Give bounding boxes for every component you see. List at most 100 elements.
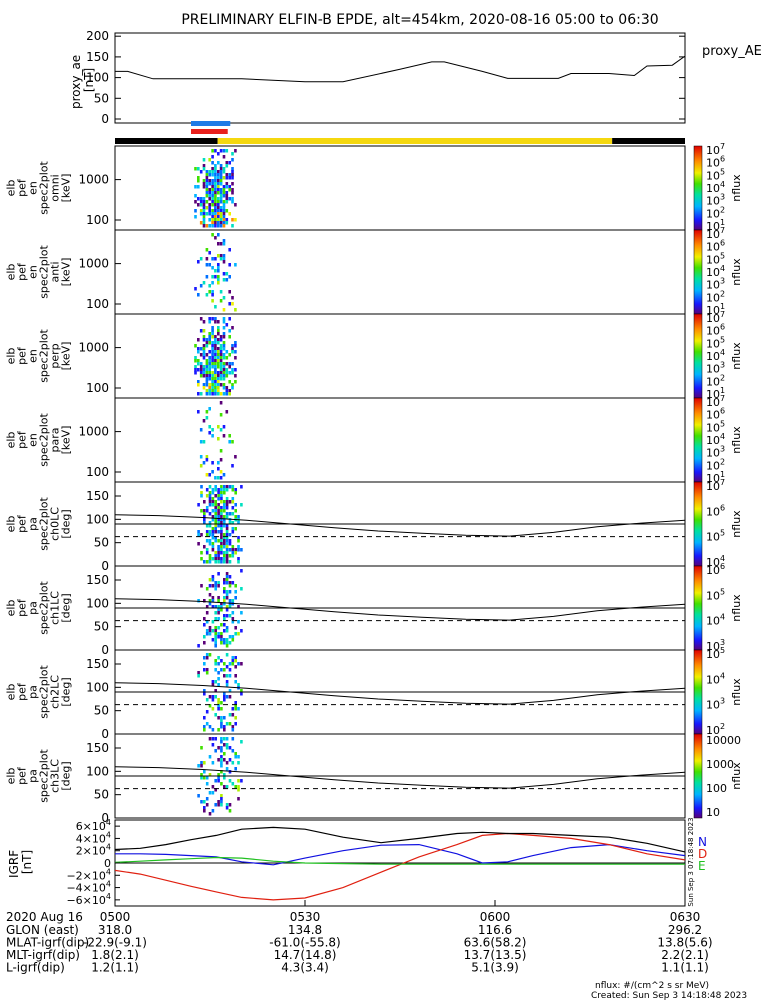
spectrogram-cell	[217, 632, 220, 636]
spectrogram-cell	[199, 257, 203, 261]
spectrogram-cell	[214, 365, 217, 369]
spectrogram-cell	[208, 359, 211, 363]
spectrogram-cell	[222, 473, 226, 477]
proxy-ae-ylabel-line1: proxy_ae	[69, 55, 83, 109]
spectrogram-cell	[197, 392, 200, 396]
spectrogram-cell	[199, 329, 203, 333]
spectrogram-cell	[214, 167, 217, 171]
colorbar-tick-label: 101	[706, 218, 725, 233]
spectrogram-cell	[231, 620, 235, 624]
colorbar-tick-label: 107	[706, 394, 725, 409]
spectrogram-cell	[197, 185, 200, 189]
panel-ylabel: elbpefenspec2plotpara[keV]	[5, 413, 73, 467]
spectrogram-cell	[214, 209, 217, 213]
spectrogram-cell	[205, 392, 209, 396]
spectrogram-cell	[211, 707, 215, 711]
spectrogram-cell	[205, 173, 209, 177]
panel-ylabel-line: elb	[5, 516, 18, 533]
spectrogram-cell	[208, 557, 212, 561]
colorbar-tick-label: 105	[706, 587, 725, 602]
spectrogram-cell	[231, 440, 234, 444]
spectrogram-cell	[220, 518, 223, 522]
spectrogram-cell	[203, 689, 206, 693]
spectrogram-cell	[217, 728, 220, 732]
spectrogram-cell	[194, 356, 197, 360]
panel-ylabel-line: spec2plot	[38, 245, 51, 299]
spectrogram-cell	[217, 263, 220, 267]
spectrogram-cell	[228, 779, 232, 783]
spectrogram-cell	[205, 458, 209, 462]
spectrogram-cell	[234, 752, 237, 756]
spectrogram-cell	[231, 599, 235, 603]
colorbar-tick-base: 10	[706, 480, 720, 493]
spectrogram-cell	[231, 662, 235, 666]
panel-ylabel-line: spec2plot	[38, 749, 51, 803]
spectrogram-cell	[208, 584, 212, 588]
spectrogram-cell	[225, 524, 229, 528]
spectrogram-cell	[214, 485, 217, 489]
spectrogram-cell	[231, 500, 235, 504]
spectrogram-cell	[234, 659, 237, 663]
spectrogram-cell	[214, 236, 217, 240]
spectrogram-cell	[231, 488, 235, 492]
spectrogram-cell	[237, 785, 240, 789]
panel-ylabel-line: [deg]	[60, 593, 73, 622]
spectrogram-cell	[222, 392, 226, 396]
loss-cone-line	[114, 514, 686, 537]
spectrogram-cell	[228, 542, 232, 546]
panel-y-tick-label: 100	[86, 297, 109, 311]
spectrogram-cell	[199, 200, 203, 204]
spectrogram-cell	[231, 464, 234, 468]
spectrogram-cell	[205, 473, 209, 477]
spectrogram-cell	[214, 521, 217, 525]
colorbar-tick-label: 101	[706, 386, 725, 401]
spectrogram-cell	[225, 392, 229, 396]
spectrogram-cell	[214, 362, 217, 366]
spectrogram-cell	[225, 767, 229, 771]
spectrogram-cell	[214, 668, 217, 672]
spectrogram-cell	[214, 383, 217, 387]
spectrogram-cell	[234, 767, 237, 771]
spectrogram-cell	[211, 182, 214, 186]
spectrogram-cell	[205, 353, 209, 357]
spectrogram-cell	[211, 326, 214, 330]
spectrogram-cell	[237, 797, 240, 801]
spectrogram-cell	[220, 602, 223, 606]
igrf-tick-label: −4×104	[66, 880, 111, 895]
spectrogram-cell	[217, 551, 220, 555]
spectrogram-cell	[217, 461, 220, 465]
spectrogram-cell	[228, 521, 232, 525]
spectrogram-cell	[214, 179, 217, 183]
ephemeris-row-label: L-igrf(dip)	[6, 961, 65, 975]
spectrogram-cell	[220, 740, 223, 744]
spectrogram-cell	[208, 431, 211, 435]
spectrogram-cell	[205, 698, 209, 702]
spectrogram-cell	[225, 683, 229, 687]
spectrogram-cell	[208, 335, 211, 339]
spectrogram-cell	[202, 383, 206, 387]
spectrogram-cell	[228, 713, 232, 717]
spectrogram-cell	[219, 206, 223, 210]
panel-y-tick-label: 50	[94, 704, 109, 718]
spectrogram-cell	[219, 344, 223, 348]
panel-cells	[194, 233, 237, 312]
panel-y-tick-label: 50	[94, 620, 109, 634]
spectrogram-cell	[228, 188, 231, 192]
spectrogram-cell	[223, 785, 226, 789]
spectrogram-cell	[214, 374, 217, 378]
spectrogram-cell	[203, 656, 206, 660]
igrf-tick-label: 2×104	[76, 843, 111, 858]
spectrogram-cell	[197, 350, 200, 354]
spectrogram-cell	[225, 542, 229, 546]
colorbar-tick-base: 10	[706, 241, 720, 254]
colorbar-gradient	[693, 481, 703, 567]
spectrogram-cell	[197, 644, 200, 648]
spectrogram-cell	[197, 383, 200, 387]
spectrogram-cell	[217, 356, 220, 360]
panel-ylabel-line: ch2LC	[49, 675, 62, 709]
spectrogram-cell	[240, 587, 243, 591]
colorbar-tick-label: 103	[706, 193, 725, 208]
spectrogram-cell	[222, 335, 226, 339]
spectrogram-cell	[203, 668, 206, 672]
